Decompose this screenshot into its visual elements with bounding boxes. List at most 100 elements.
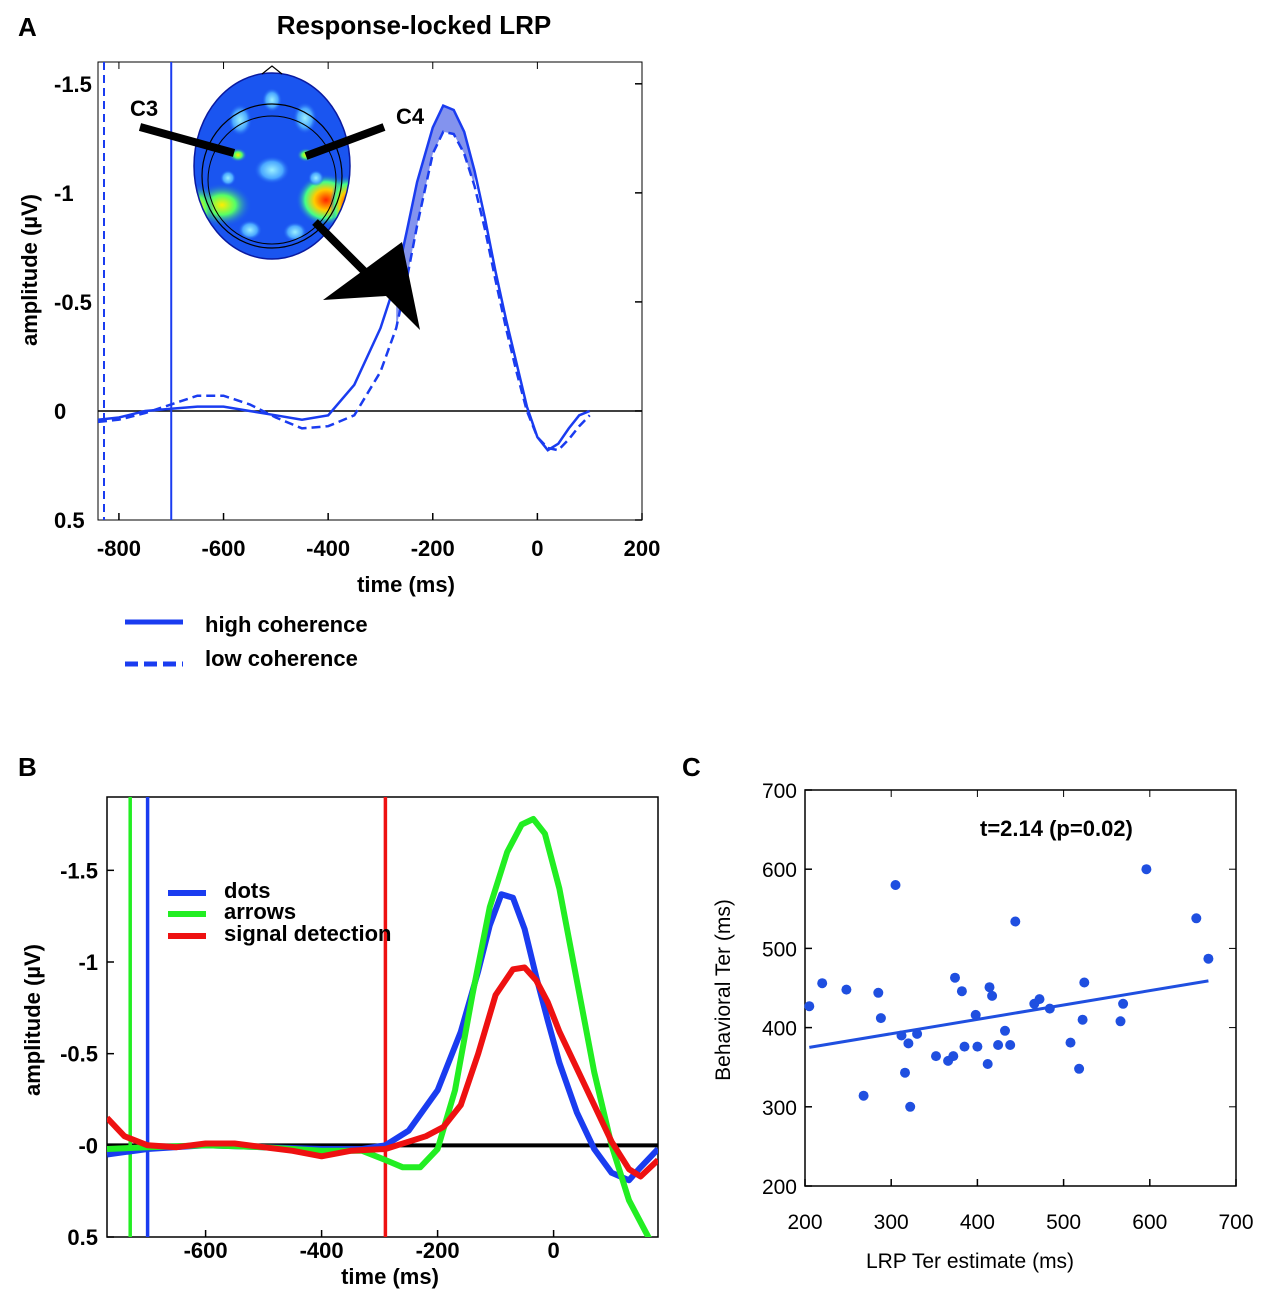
scatter-point [1079, 977, 1090, 988]
panel-a-xtick-label: -600 [202, 536, 246, 561]
panel-b-xtick-label: -600 [184, 1238, 228, 1263]
panel-b-xtick-label: -400 [300, 1238, 344, 1263]
scatter-point [972, 1041, 983, 1052]
scatter-point [1115, 1016, 1126, 1027]
scatter-point [987, 990, 998, 1001]
series-signal-detection [107, 964, 658, 1180]
panel-a: A Response-locked LRP -800 -600 -400 -200 0 2… [17, 10, 660, 671]
scatter-point [912, 1028, 923, 1039]
scatter-point [1141, 864, 1152, 875]
scatter-point [959, 1041, 970, 1052]
legend-low-coherence: low coherence [205, 646, 358, 671]
series-high-coherence [97, 103, 591, 452]
panel-c: C 200 300 400 500 600 700 200 300 400 500 600 700 t… [682, 752, 1254, 1273]
panel-a-ytick-label: -1.5 [54, 72, 92, 97]
panel-a-letter: A [18, 12, 37, 42]
panel-b-ytick-label: -0.5 [60, 1042, 98, 1067]
scatter-point [956, 986, 967, 997]
scatter-point [890, 880, 901, 890]
series-arrows [107, 816, 652, 1237]
electrode-c4-pointer [304, 123, 386, 160]
scatter-point [1118, 998, 1129, 1009]
panel-a-legend: high coherence low coherence [125, 612, 368, 671]
panel-c-ytick-label: 500 [762, 938, 797, 961]
panel-a-xtick-label: -400 [306, 536, 350, 561]
scatter-point [950, 972, 960, 983]
panel-a-ytick-label: 0 [54, 399, 66, 424]
panel-c-plot-frame [804, 789, 1237, 1187]
panel-a-xtick-label: -200 [411, 536, 455, 561]
panel-c-ytick-label: 600 [762, 859, 797, 882]
panel-b: B -600 -400 -200 0 0.5 -0 -0.5 -1 -1.5 amplitude… [18, 752, 659, 1289]
panel-c-regression-line [809, 979, 1209, 1049]
panel-a-ytick-label: -0.5 [54, 290, 92, 315]
panel-b-plot-frame [106, 796, 659, 1238]
panel-b-ylabel: amplitude (µV) [20, 944, 45, 1096]
head-topography-icon [193, 65, 351, 260]
panel-a-ylabel: amplitude (µV) [17, 194, 42, 346]
scatter-point [1000, 1025, 1010, 1036]
scatter-point [858, 1090, 869, 1101]
scatter-point [1203, 953, 1214, 964]
panel-b-ytick-label: -1 [78, 950, 98, 975]
series-low-coherence [97, 130, 591, 452]
panel-a-difference-fill [396, 105, 475, 329]
scatter-point [875, 1013, 886, 1024]
panel-c-ytick-label: 300 [762, 1097, 797, 1120]
panel-c-xtick-label: 700 [1218, 1211, 1253, 1234]
panel-c-xlabel: LRP Ter estimate (ms) [866, 1250, 1074, 1273]
scatter-point [1074, 1063, 1085, 1074]
panel-c-xtick-label: 200 [787, 1211, 822, 1234]
panel-a-plot-frame [97, 61, 643, 521]
arrow-head-icon [323, 242, 420, 330]
panel-c-points [804, 864, 1214, 1112]
panel-b-xtick-label: 0 [547, 1238, 559, 1263]
panel-b-xtick-label: -200 [416, 1238, 460, 1263]
scatter-point [1065, 1037, 1076, 1048]
panel-b-onset-lines [128, 797, 388, 1237]
panel-c-xtick-label: 300 [874, 1211, 909, 1234]
scatter-point [896, 1030, 907, 1041]
panel-a-ytick-label: 0.5 [54, 508, 85, 533]
panel-b-series [107, 816, 658, 1237]
scatter-point [1034, 994, 1045, 1005]
panel-c-ylabel: Behavioral Ter (ms) [712, 899, 735, 1081]
scatter-point [1191, 913, 1202, 924]
legend-high-coherence: high coherence [205, 612, 368, 637]
legend-arrows: arrows [224, 899, 296, 924]
legend-dots: dots [224, 878, 270, 903]
panel-c-xtick-label: 500 [1046, 1211, 1081, 1234]
scatter-point [900, 1067, 910, 1078]
panel-b-ytick-label: -1.5 [60, 858, 98, 883]
panel-a-xtick-label: 0 [531, 536, 543, 561]
panel-c-letter: C [682, 752, 701, 782]
scatter-point [993, 1040, 1004, 1050]
scatter-point [905, 1101, 916, 1112]
scatter-point [948, 1051, 959, 1062]
legend-signal-detection: signal detection [224, 921, 391, 946]
scatter-point [804, 1001, 815, 1012]
scatter-point [982, 1059, 993, 1069]
panel-c-xtick-label: 400 [960, 1211, 995, 1234]
scatter-point [931, 1051, 941, 1062]
panel-c-annotation: t=2.14 (p=0.02) [980, 816, 1133, 841]
panel-c-ytick-label: 700 [762, 780, 797, 803]
electrode-c4-label: C4 [396, 104, 425, 129]
electrode-c3-label: C3 [130, 96, 158, 121]
scatter-point [984, 982, 995, 993]
scatter-point [1077, 1014, 1088, 1025]
panel-a-title: Response-locked LRP [277, 10, 552, 40]
panel-a-xtick-label: 200 [624, 536, 661, 561]
panel-c-ytick-label: 400 [762, 1018, 797, 1041]
scatter-point [903, 1038, 914, 1049]
scatter-point [841, 984, 852, 995]
scatter-point [817, 978, 828, 989]
panel-b-ytick-label: 0.5 [67, 1225, 98, 1250]
panel-a-ticks: -800 -600 -400 -200 0 200 0.5 0 -0.5 -1 -1.5 [54, 62, 660, 561]
scatter-point [1044, 1003, 1055, 1014]
panel-c-ticks: 200 300 400 500 600 700 200 300 400 500 600 700 [762, 780, 1254, 1234]
panel-c-ytick-label: 200 [762, 1176, 797, 1199]
panel-a-xtick-label: -800 [97, 536, 141, 561]
panel-b-xlabel: time (ms) [341, 1264, 439, 1289]
